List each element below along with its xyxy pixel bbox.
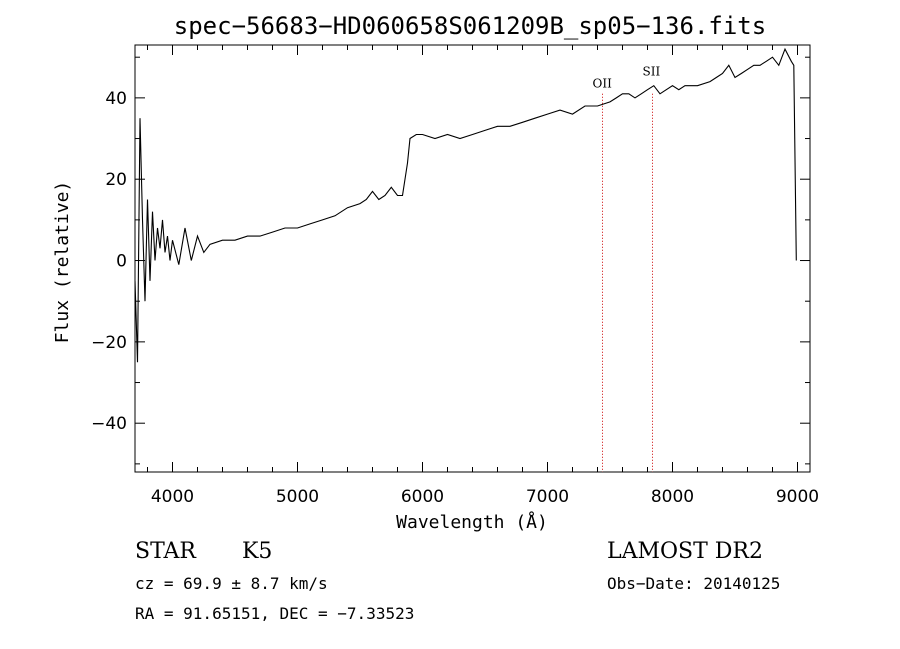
survey-name: LAMOST DR2 (607, 539, 763, 564)
x-tick-label: 5000 (276, 487, 319, 507)
spectrum-line (135, 47, 797, 363)
x-tick-label: 8000 (651, 487, 694, 507)
x-tick-label: 4000 (151, 487, 194, 507)
chart-title: spec−56683−HD060658S061209B_sp05−136.fit… (174, 12, 766, 40)
coordinates-text: RA = 91.65151, DEC = −7.33523 (135, 604, 414, 623)
y-tick-label: 40 (105, 89, 127, 109)
plot-frame (134, 44, 811, 473)
x-tick-label: 7000 (526, 487, 569, 507)
y-tick-label: 0 (116, 252, 127, 272)
x-tick-label: 9000 (776, 487, 819, 507)
y-tick-label: 20 (105, 170, 127, 190)
redshift-text: cz = 69.9 ± 8.7 km/s (135, 574, 328, 593)
line-marker-label: OII (593, 77, 613, 91)
x-axis-label: Wavelength (Å) (396, 511, 548, 533)
line-marker-label: SII (643, 65, 661, 79)
y-tick-label: −20 (91, 333, 127, 353)
x-tick-label: 6000 (401, 487, 444, 507)
object-subclass: K5 (242, 539, 272, 564)
object-class: STAR (135, 539, 197, 564)
y-tick-label: −40 (91, 414, 127, 434)
observation-date: Obs−Date: 20140125 (607, 574, 780, 593)
y-axis-label: Flux (relative) (52, 181, 73, 344)
plot-area: 4000 5000 6000 7000 8000 9000 −40 −20 0 20 40 OII SI… (91, 44, 819, 507)
